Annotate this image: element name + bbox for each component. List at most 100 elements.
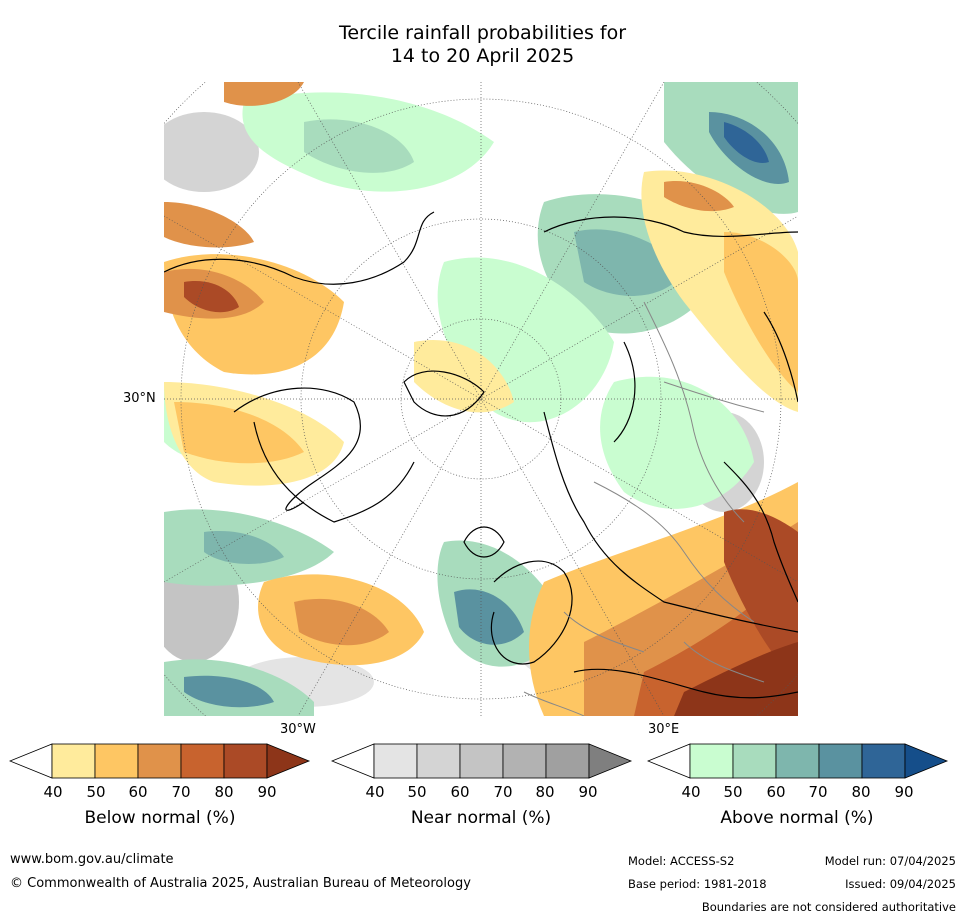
boundary <box>523 691 585 716</box>
coastline <box>164 211 435 285</box>
below-tick: 60 <box>128 783 148 801</box>
below-patch <box>184 281 239 313</box>
below-tick: 40 <box>43 783 63 801</box>
above-patch <box>724 122 769 163</box>
colorbar-above-title: Above normal (%) <box>720 808 874 828</box>
coastline <box>543 411 798 633</box>
colorbar-segment <box>861 743 906 779</box>
colorbar-segment <box>180 743 225 779</box>
latitude-circle <box>300 218 662 580</box>
colorbar-below <box>9 743 311 779</box>
base-period-text: Base period: 1981-2018 <box>628 877 767 891</box>
coastline <box>490 560 573 665</box>
near-tick: 50 <box>407 783 427 801</box>
coastline <box>573 668 798 699</box>
above-tick: 50 <box>723 783 743 801</box>
near-tick: 80 <box>535 783 555 801</box>
near-tick: 70 <box>493 783 513 801</box>
colorbar-above <box>647 743 949 779</box>
colorbar-segment <box>818 743 863 779</box>
above-tick: 60 <box>766 783 786 801</box>
below-tick: 70 <box>171 783 191 801</box>
colorbar-segment <box>137 743 182 779</box>
below-patch <box>724 509 798 682</box>
coastline <box>403 370 485 417</box>
colorbar-above-graphic <box>647 743 949 779</box>
lon-label-30e: 30°E <box>648 722 680 737</box>
website-link[interactable]: www.bom.gov.au/climate <box>10 852 174 867</box>
colorbar-segment <box>94 743 139 779</box>
colorbar-right-extend <box>266 743 311 779</box>
above-patch <box>574 229 684 296</box>
colorbar-segment <box>545 743 590 779</box>
boundary <box>663 381 765 413</box>
below-patch <box>164 202 254 248</box>
colorbar-segment <box>502 743 547 779</box>
coastline <box>723 461 798 603</box>
below-tick: 80 <box>214 783 234 801</box>
map-title: Tercile rainfall probabilities for 14 to… <box>0 22 965 68</box>
coastline <box>763 311 798 403</box>
colorbar-left-extend <box>9 743 53 779</box>
coastline <box>463 526 505 558</box>
colorbar-segment <box>51 743 96 779</box>
coastline <box>543 216 798 238</box>
below-patch <box>664 181 734 212</box>
coastlines <box>164 211 798 699</box>
boundary <box>563 611 645 653</box>
coastline <box>613 341 636 443</box>
copyright-text: © Commonwealth of Australia 2025, Austra… <box>10 876 471 891</box>
disclaimer-text: Boundaries are not considered authoritat… <box>701 900 956 914</box>
issued-text: Issued: 09/04/2025 <box>845 877 956 891</box>
colorbar-segment <box>373 743 418 779</box>
latitude-circle <box>180 98 782 700</box>
colorbar-segment <box>732 743 777 779</box>
below-tick: 50 <box>86 783 106 801</box>
below-patch <box>224 82 304 106</box>
colorbar-right-extend <box>904 743 949 779</box>
model-run-text: Model run: 07/04/2025 <box>824 854 956 868</box>
colorbar-near <box>331 743 633 779</box>
near-tick: 40 <box>365 783 385 801</box>
colorbar-segment <box>223 743 268 779</box>
above-tick: 90 <box>894 783 914 801</box>
map-canvas <box>164 82 798 716</box>
probability-fields <box>164 82 798 716</box>
boundary <box>683 641 765 683</box>
graticule <box>164 82 798 716</box>
boundary <box>643 301 745 523</box>
colorbar-segment <box>416 743 461 779</box>
lon-label-30w: 30°W <box>280 722 316 737</box>
near-patch <box>164 112 259 192</box>
lat-label-30n: 30°N <box>123 391 156 406</box>
colorbar-near-graphic <box>331 743 633 779</box>
near-tick: 60 <box>450 783 470 801</box>
colorbar-below-graphic <box>9 743 311 779</box>
below-patch <box>724 232 798 392</box>
below-patch <box>174 402 304 464</box>
meridian <box>297 82 665 716</box>
above-tick: 40 <box>681 783 701 801</box>
title-line-2: 14 to 20 April 2025 <box>390 45 575 67</box>
title-line-1: Tercile rainfall probabilities for <box>338 22 627 44</box>
colorbar-left-extend <box>647 743 691 779</box>
colorbar-left-extend <box>331 743 375 779</box>
colorbar-segment <box>775 743 820 779</box>
above-tick: 70 <box>808 783 828 801</box>
colorbar-near-title: Near normal (%) <box>410 808 552 828</box>
country-boundaries <box>523 301 765 716</box>
below-tick: 90 <box>257 783 277 801</box>
coastline <box>233 387 361 511</box>
above-patch <box>600 376 754 509</box>
above-tick: 80 <box>851 783 871 801</box>
model-text: Model: ACCESS-S2 <box>628 854 735 868</box>
colorbar-right-extend <box>588 743 633 779</box>
below-patch <box>294 598 389 646</box>
boundary <box>593 481 755 623</box>
probability-map <box>164 82 798 716</box>
colorbar-segment <box>689 743 734 779</box>
near-tick: 90 <box>578 783 598 801</box>
above-patch <box>304 119 414 173</box>
above-patch <box>454 589 524 645</box>
above-patch <box>184 675 274 708</box>
